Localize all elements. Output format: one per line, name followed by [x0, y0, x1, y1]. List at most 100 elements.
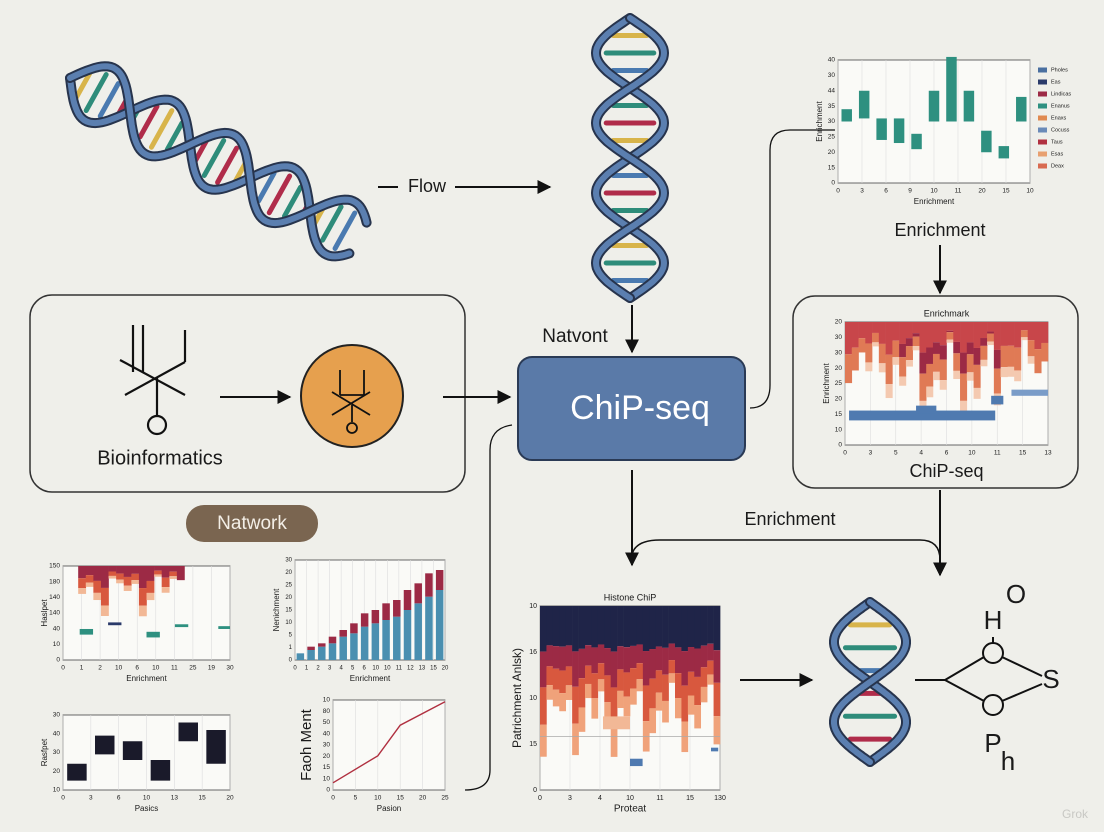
legend-label: Enanus — [1051, 103, 1070, 109]
legend-swatch — [1038, 127, 1047, 133]
heat-cell — [966, 372, 974, 381]
y-tick-label: 30 — [835, 334, 843, 341]
bar — [946, 56, 957, 122]
dna-helix — [65, 61, 372, 262]
heat-cell — [905, 360, 913, 367]
bar-segment — [339, 630, 347, 637]
x-tick-label: 5 — [354, 795, 358, 802]
heat-cell — [878, 322, 886, 344]
heat-cell — [926, 347, 934, 364]
heat-cell — [845, 354, 853, 384]
heat-cell — [585, 645, 592, 666]
atom: h — [1001, 746, 1015, 776]
heat-cell — [108, 571, 117, 576]
heat-cell — [858, 338, 866, 353]
heat-cell — [540, 651, 547, 688]
heat-cell — [559, 670, 567, 694]
x-tick-label: 25 — [441, 795, 449, 802]
heat-cell — [953, 353, 961, 371]
heat-spot — [849, 410, 996, 421]
heat-cell — [946, 322, 954, 331]
x-tick-label: 3 — [328, 666, 332, 672]
bar-segment — [318, 643, 326, 647]
heat-cell — [623, 606, 631, 648]
x-tick-label: 9 — [908, 188, 912, 195]
heat-cell — [552, 606, 560, 647]
heat-cell — [872, 322, 880, 333]
x-tick-label: 6 — [117, 795, 121, 802]
heat-cell — [578, 606, 586, 649]
heat-cell — [1020, 337, 1028, 341]
heat-cell — [540, 724, 547, 757]
y-tick-label: 140 — [49, 594, 60, 601]
natwork-pill — [186, 505, 318, 542]
heat-cell — [953, 370, 961, 380]
strand — [592, 15, 668, 301]
heat-cell — [630, 645, 637, 669]
x-tick-label: 0 — [331, 795, 335, 802]
heat-cell — [973, 387, 981, 399]
heat-cell — [919, 352, 927, 374]
heat-cell — [116, 573, 125, 580]
chipseq-box — [517, 356, 746, 461]
heat-cell — [681, 606, 689, 652]
y-tick-label: 20 — [53, 768, 61, 775]
bar — [841, 109, 852, 122]
heat-cell — [161, 566, 170, 578]
heat-cell — [953, 322, 961, 342]
heat-cell — [713, 650, 721, 683]
atom: H — [984, 605, 1003, 635]
y-tick-label: 1 — [289, 645, 293, 651]
bioinformatics-label: Bioinformatics — [97, 447, 223, 469]
x-tick-label: 20 — [978, 188, 986, 195]
heat-cell — [138, 605, 147, 617]
heat-cell — [559, 646, 567, 671]
bar — [998, 146, 1010, 159]
heat-cell — [649, 649, 657, 679]
heat-cell — [694, 705, 702, 729]
y-tick-label: 150 — [49, 563, 60, 570]
x-tick-label: 6 — [135, 665, 139, 672]
heat-cell — [946, 332, 954, 340]
box — [178, 722, 198, 742]
heat-cell — [176, 566, 185, 581]
heat-cell — [85, 575, 94, 583]
chart-title: Enrichmark — [924, 308, 970, 318]
y-tick-label: 20 — [323, 753, 331, 760]
heat-spot — [174, 624, 189, 628]
y-tick-label: 15 — [323, 764, 331, 771]
x-tick-label: 20 — [442, 666, 449, 672]
watermark: Grok — [1062, 807, 1089, 821]
y-axis-label: Patrichment Anlsk) — [510, 648, 524, 748]
heat-cell — [662, 606, 669, 648]
heat-cell — [630, 668, 637, 689]
x-tick-label: 4 — [598, 795, 602, 802]
x-tick-label: 20 — [419, 795, 427, 802]
base-pair — [74, 71, 93, 100]
heat-cell — [932, 353, 941, 372]
y-tick-label: 30 — [828, 72, 836, 79]
heat-cell — [966, 342, 974, 355]
heat-cell — [700, 667, 708, 687]
x-tick-label: 0 — [836, 188, 840, 195]
heat-cell — [960, 400, 968, 414]
legend-swatch — [1038, 115, 1047, 121]
x-axis-label: Enrichment — [126, 674, 167, 683]
y-tick-label: 44 — [828, 87, 836, 94]
base-pair — [83, 72, 109, 114]
x-tick-label: 10 — [384, 666, 391, 672]
heat-cell — [138, 588, 147, 606]
x-tick-label: 25 — [189, 665, 197, 672]
y-tick-label: 15 — [285, 608, 292, 614]
y-tick-label: 10 — [323, 697, 331, 704]
heat-cell — [700, 606, 708, 646]
heat-cell — [707, 674, 714, 685]
legend-swatch — [1038, 103, 1047, 109]
heat-cell — [694, 606, 702, 649]
bar-segment — [296, 653, 305, 660]
heat-cell — [161, 577, 170, 588]
heat-cell — [980, 359, 988, 367]
heat-cell — [623, 672, 631, 697]
heat-cell — [154, 566, 162, 571]
heat-cell — [154, 570, 162, 575]
